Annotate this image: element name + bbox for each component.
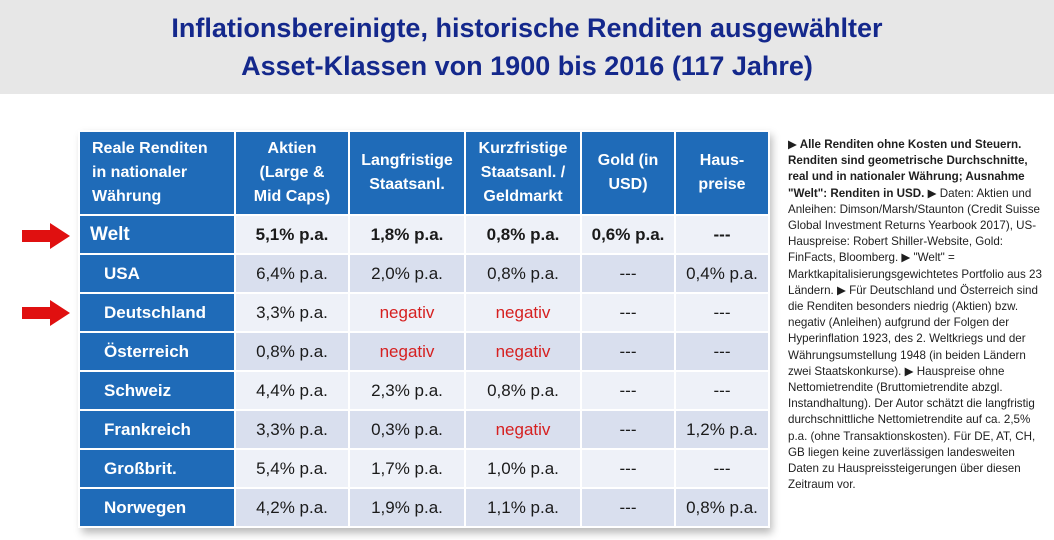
cell-kurz: negativ <box>464 331 582 372</box>
cell-gold: --- <box>580 292 676 333</box>
table-row: USA 6,4% p.a. 2,0% p.a. 0,8% p.a. --- 0,4% p.… <box>78 253 770 294</box>
header-cell-aktien: Aktien (Large & Mid Caps) <box>234 130 350 216</box>
row-label: Schweiz <box>78 370 236 411</box>
cell-kurz: 0,8% p.a. <box>464 214 582 255</box>
cell-kurz: 1,0% p.a. <box>464 448 582 489</box>
cell-haus: 0,4% p.a. <box>674 253 770 294</box>
cell-lang: 1,9% p.a. <box>348 487 466 528</box>
title-band: Inflationsbereinigte, historische Rendit… <box>0 0 1054 94</box>
cell-gold: --- <box>580 253 676 294</box>
table-row: Schweiz 4,4% p.a. 2,3% p.a. 0,8% p.a. --- --- <box>78 370 770 411</box>
red-right-arrow-icon <box>22 223 70 249</box>
cell-gold: --- <box>580 331 676 372</box>
returns-table: Reale Renditen in nationaler Währung Akt… <box>78 130 770 528</box>
cell-lang: 0,3% p.a. <box>348 409 466 450</box>
cell-lang: 2,3% p.a. <box>348 370 466 411</box>
cell-haus: --- <box>674 448 770 489</box>
row-label: Frankreich <box>78 409 236 450</box>
table-row: Großbrit. 5,4% p.a. 1,7% p.a. 1,0% p.a. --- -… <box>78 448 770 489</box>
cell-aktien: 3,3% p.a. <box>234 292 350 333</box>
cell-haus: 0,8% p.a. <box>674 487 770 528</box>
cell-aktien: 5,4% p.a. <box>234 448 350 489</box>
table-row: Deutschland 3,3% p.a. negativ negativ --- --- <box>78 292 770 333</box>
table-row: Österreich 0,8% p.a. negativ negativ --- --- <box>78 331 770 372</box>
row-label: Großbrit. <box>78 448 236 489</box>
footnotes-body: ▶ Daten: Aktien und Anleihen: Dimson/Mar… <box>788 186 1042 492</box>
cell-kurz: 1,1% p.a. <box>464 487 582 528</box>
table-row: Norwegen 4,2% p.a. 1,9% p.a. 1,1% p.a. --- 0,… <box>78 487 770 528</box>
footnotes-bold: ▶ Alle Renditen ohne Kosten und Steuern.… <box>788 138 1028 200</box>
cell-kurz: negativ <box>464 409 582 450</box>
row-label: Deutschland <box>78 292 236 333</box>
cell-gold: --- <box>580 448 676 489</box>
cell-lang: 2,0% p.a. <box>348 253 466 294</box>
header-cell-kurzfristige: Kurzfristige Staatsanl. / Geldmarkt <box>464 130 582 216</box>
cell-aktien: 6,4% p.a. <box>234 253 350 294</box>
cell-gold: --- <box>580 409 676 450</box>
row-label: USA <box>78 253 236 294</box>
table-header-row: Reale Renditen in nationaler Währung Akt… <box>78 130 770 216</box>
cell-gold: 0,6% p.a. <box>580 214 676 255</box>
cell-haus: 1,2% p.a. <box>674 409 770 450</box>
header-cell-hauspreise: Haus- preise <box>674 130 770 216</box>
cell-lang: negativ <box>348 292 466 333</box>
cell-kurz: 0,8% p.a. <box>464 253 582 294</box>
row-label: Norwegen <box>78 487 236 528</box>
header-cell-langfristige: Langfristige Staatsanl. <box>348 130 466 216</box>
cell-kurz: 0,8% p.a. <box>464 370 582 411</box>
cell-aktien: 0,8% p.a. <box>234 331 350 372</box>
cell-aktien: 5,1% p.a. <box>234 214 350 255</box>
row-label: Österreich <box>78 331 236 372</box>
table-row: Frankreich 3,3% p.a. 0,3% p.a. negativ --- 1,… <box>78 409 770 450</box>
cell-lang: negativ <box>348 331 466 372</box>
cell-haus: --- <box>674 331 770 372</box>
page-title-line-2: Asset-Klassen von 1900 bis 2016 (117 Jah… <box>241 51 813 81</box>
cell-aktien: 3,3% p.a. <box>234 409 350 450</box>
cell-lang: 1,7% p.a. <box>348 448 466 489</box>
returns-table-container: Reale Renditen in nationaler Währung Akt… <box>78 130 770 528</box>
cell-haus: --- <box>674 214 770 255</box>
cell-gold: --- <box>580 370 676 411</box>
footnotes: ▶ Alle Renditen ohne Kosten und Steuern.… <box>788 137 1048 493</box>
cell-kurz: negativ <box>464 292 582 333</box>
cell-gold: --- <box>580 487 676 528</box>
row-label: Welt <box>78 214 236 255</box>
header-cell-region: Reale Renditen in nationaler Währung <box>78 130 236 216</box>
header-cell-gold: Gold (in USD) <box>580 130 676 216</box>
cell-aktien: 4,2% p.a. <box>234 487 350 528</box>
page-title-line-1: Inflationsbereinigte, historische Rendit… <box>171 13 883 43</box>
cell-haus: --- <box>674 370 770 411</box>
cell-lang: 1,8% p.a. <box>348 214 466 255</box>
red-right-arrow-icon <box>22 300 70 326</box>
table-row: Welt 5,1% p.a. 1,8% p.a. 0,8% p.a. 0,6% p.a.… <box>78 214 770 255</box>
cell-haus: --- <box>674 292 770 333</box>
cell-aktien: 4,4% p.a. <box>234 370 350 411</box>
